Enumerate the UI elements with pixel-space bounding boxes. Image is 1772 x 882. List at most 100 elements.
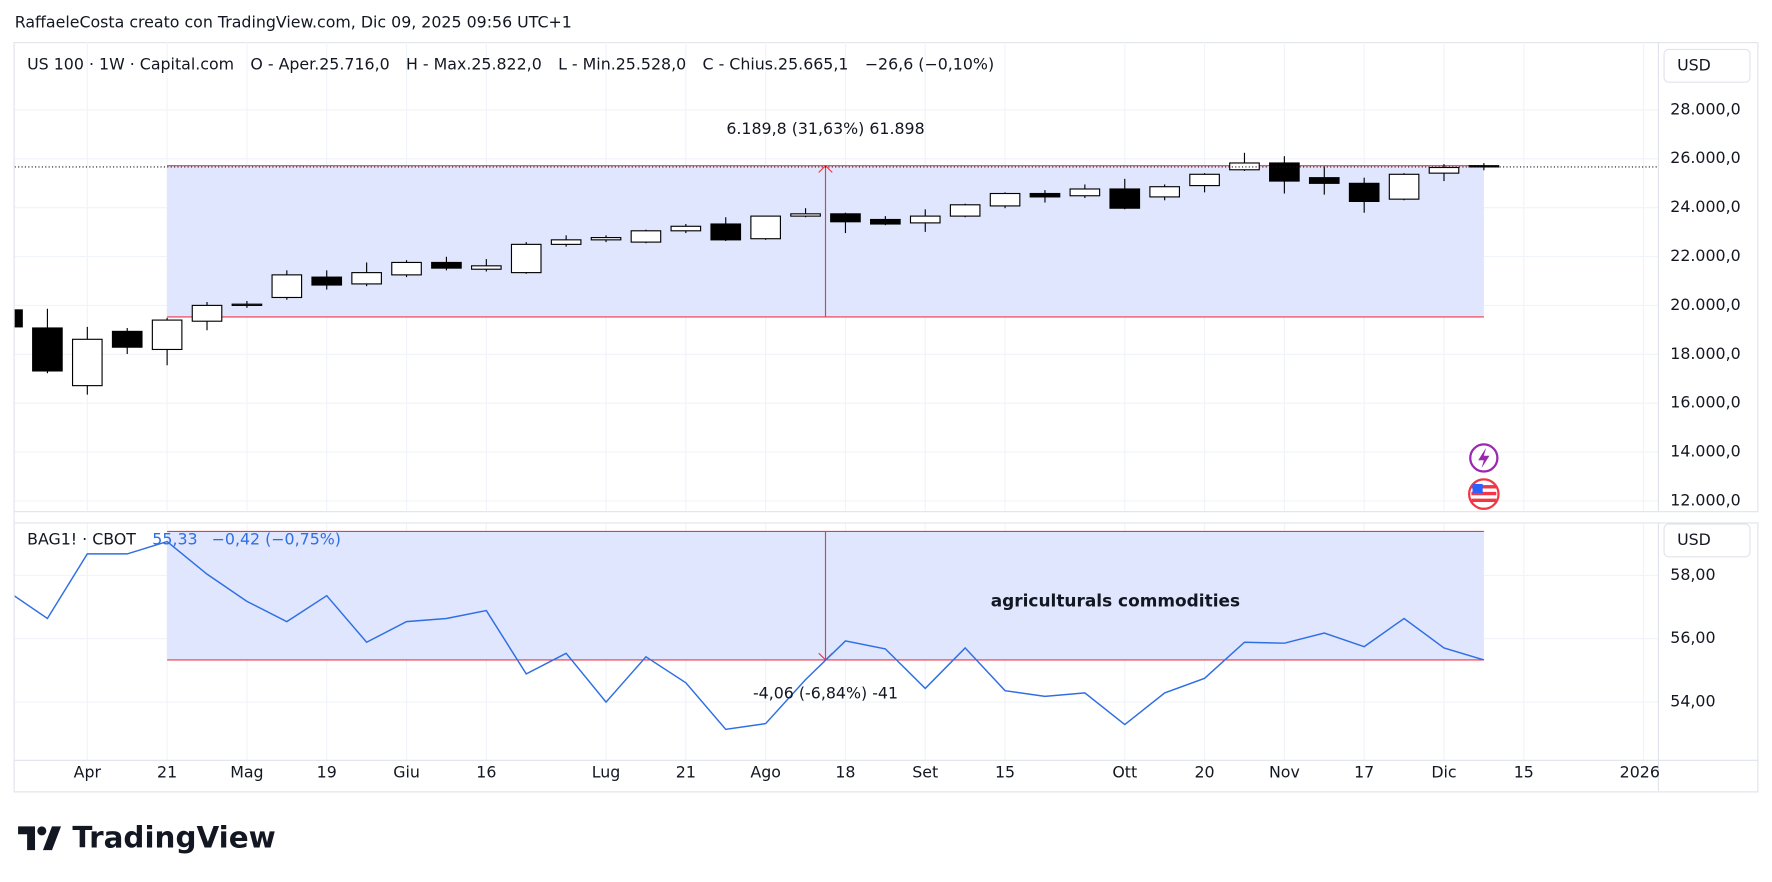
currency-label: USD: [1677, 55, 1711, 74]
x-tick-label: 20: [1195, 763, 1215, 782]
currency-label: USD: [1677, 530, 1711, 549]
annotation: agriculturals commodities: [991, 590, 1240, 610]
candle-body: [231, 303, 263, 306]
y-tick-label: 26.000,0: [1670, 148, 1740, 167]
candle-body: [630, 230, 662, 243]
x-tick-label: 18: [835, 763, 855, 782]
candle-body: [1109, 188, 1141, 209]
candle-body: [949, 204, 981, 217]
legend-name: BAG1! · CBOT: [27, 529, 136, 548]
candle-body: [750, 215, 781, 240]
x-tick-label: 21: [676, 763, 696, 782]
candle-body: [151, 319, 183, 351]
legend-item: O - Aper.25.716,0: [250, 54, 389, 73]
measure-label: -4,06 (-6,84%) -41: [753, 683, 898, 702]
x-tick-label: Dic: [1431, 763, 1456, 782]
x-tick-label: 17: [1354, 763, 1374, 782]
candle-body: [790, 213, 821, 217]
y-tick-label: 58,00: [1670, 565, 1715, 584]
candle-body: [14, 309, 23, 328]
candle-body: [311, 276, 343, 286]
candle-body: [590, 237, 622, 241]
bottom-pane: [14, 530, 1485, 731]
economic-event-icon[interactable]: [1468, 478, 1500, 510]
candle-body: [870, 218, 901, 225]
currency-button[interactable]: [1663, 523, 1751, 558]
measure-label: 6.189,8 (31,63%) 61.898: [726, 119, 924, 138]
pane-separator: [14, 511, 1759, 524]
candle-body: [1189, 173, 1220, 187]
x-tick-label: Nov: [1269, 763, 1300, 782]
candle-body: [510, 243, 542, 274]
x-tick-label: 2026: [1620, 763, 1660, 782]
symbol-legend: US 100 · 1W · Capital.com O - Aper.25.71…: [27, 54, 994, 73]
chart-frame: [13, 42, 1759, 793]
legend-change: −0,42 (−0,75%): [212, 529, 341, 548]
x-tick-label: 15: [995, 763, 1015, 782]
x-tick-label: 21: [157, 763, 177, 782]
x-tick-label: Lug: [592, 763, 621, 782]
y-tick-label: 54,00: [1670, 692, 1715, 711]
legend-item: US 100 · 1W · Capital.com: [27, 54, 234, 73]
candle-body: [1388, 173, 1420, 200]
x-tick-label: Set: [912, 763, 938, 782]
legend-item: H - Max.25.822,0: [406, 54, 542, 73]
candle-body: [1269, 162, 1300, 182]
candle-body: [1069, 188, 1101, 197]
axes: 12.000,0 14.000,0 16.000,0 18.000,0 20.000,0…: [74, 99, 1741, 781]
y-tick-label: 12.000,0: [1670, 490, 1740, 509]
candle-body: [391, 261, 422, 276]
candle-body: [1029, 192, 1061, 198]
candle-body: [1468, 165, 1500, 168]
candle-body: [111, 330, 143, 348]
candle-body: [191, 304, 223, 322]
candle-body: [830, 213, 861, 223]
y-tick-label: 18.000,0: [1670, 344, 1740, 363]
currency-button[interactable]: [1663, 48, 1751, 83]
candle-body: [32, 327, 63, 372]
candle-body: [670, 225, 702, 232]
candle-body: [1348, 182, 1380, 202]
x-tick-label: Giu: [393, 763, 420, 782]
x-tick-label: 15: [1514, 763, 1534, 782]
x-tick-label: Apr: [74, 763, 102, 782]
legend-item: C - Chius.25.665,1: [703, 54, 849, 73]
legend-item: −26,6 (−0,10%): [865, 54, 994, 73]
legend-item: L - Min.25.528,0: [558, 54, 686, 73]
events-icon[interactable]: [1469, 443, 1499, 473]
candle-body: [431, 261, 462, 269]
candle-body: [1428, 166, 1460, 174]
y-tick-label: 28.000,0: [1670, 99, 1740, 118]
candle-body: [1308, 177, 1340, 184]
y-tick-label: 20.000,0: [1670, 295, 1740, 314]
logo-text: TradingView: [72, 820, 276, 854]
x-tick-label: Mag: [230, 763, 263, 782]
top-pane: [14, 152, 1658, 395]
credit: RaffaeleCosta creato con TradingView.com…: [15, 12, 572, 31]
line-legend: BAG1! · CBOT 55,33 −0,42 (−0,75%): [27, 529, 341, 548]
candle-body: [550, 239, 582, 245]
candle-body: [71, 338, 103, 387]
logo-mark: [18, 826, 62, 851]
y-tick-label: 24.000,0: [1670, 197, 1740, 216]
y-tick-label: 16.000,0: [1670, 393, 1740, 412]
measure-arrowhead: [818, 164, 833, 173]
y-tick-label: 56,00: [1670, 628, 1715, 647]
candle-body: [351, 272, 382, 285]
candle-body: [1229, 162, 1260, 171]
candle-body: [471, 265, 502, 270]
candle-body: [989, 192, 1021, 207]
y-tick-label: 22.000,0: [1670, 246, 1740, 265]
x-tick-label: 16: [476, 763, 496, 782]
y-tick-label: 14.000,0: [1670, 442, 1740, 461]
legend-value: 55,33: [152, 529, 197, 548]
x-tick-label: Ago: [750, 763, 781, 782]
x-tick-label: Ott: [1112, 763, 1137, 782]
candle-body: [909, 215, 941, 224]
x-tick-label: 19: [317, 763, 337, 782]
candle-body: [271, 274, 303, 299]
candle-body: [710, 223, 742, 241]
line-series: [14, 540, 1485, 731]
